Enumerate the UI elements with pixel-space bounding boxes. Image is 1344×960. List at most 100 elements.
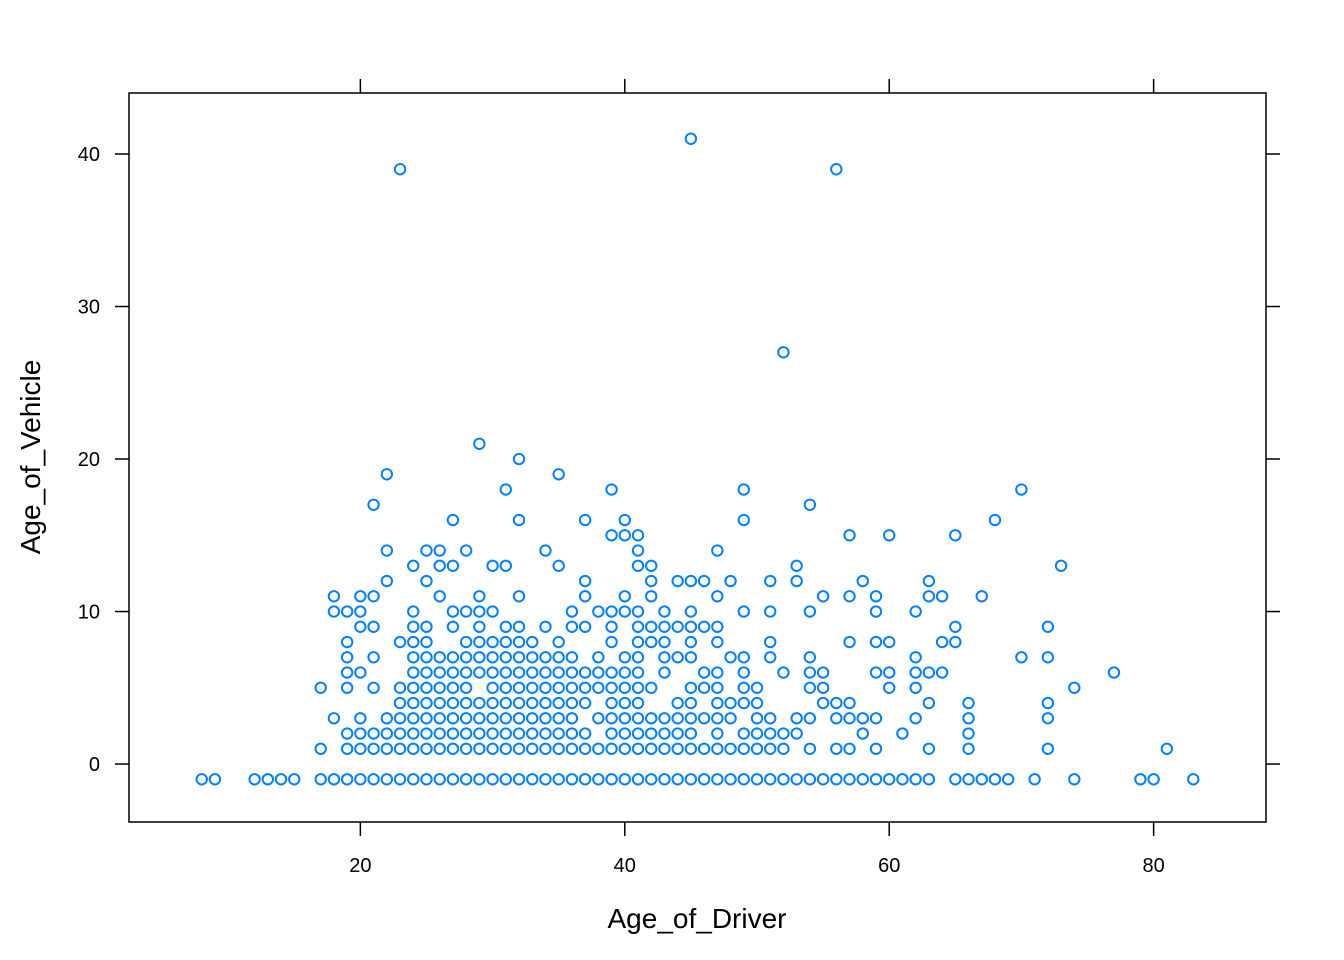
data-point [922, 742, 936, 755]
data-point [446, 559, 460, 572]
data-point [658, 773, 671, 786]
data-point [618, 605, 631, 618]
data-point [645, 773, 658, 786]
data-point [433, 773, 446, 786]
data-point [843, 590, 856, 603]
data-point [499, 620, 512, 633]
data-point [420, 681, 433, 694]
data-point [697, 574, 711, 588]
data-point [697, 666, 711, 679]
data-point [578, 773, 592, 786]
data-point [816, 773, 830, 786]
data-point [592, 651, 605, 664]
data-point [962, 696, 975, 710]
data-point [592, 605, 605, 618]
data-point [830, 742, 843, 755]
data-point [327, 605, 341, 618]
data-point [407, 773, 420, 786]
data-point [697, 712, 711, 725]
data-point [552, 727, 565, 740]
data-point [697, 773, 711, 786]
data-point [909, 605, 922, 618]
data-point [803, 681, 817, 694]
data-point [711, 620, 724, 633]
data-point [539, 696, 552, 710]
data-point [856, 773, 869, 786]
data-point [605, 742, 618, 755]
data-point [486, 666, 499, 679]
data-point [830, 773, 843, 786]
data-point [1041, 712, 1055, 725]
data-point [393, 773, 407, 786]
data-point [380, 544, 394, 557]
data-point [354, 712, 367, 725]
data-point [684, 132, 698, 145]
data-point [499, 773, 512, 786]
y-tick-label: 20 [78, 449, 100, 471]
y-tick-label: 0 [89, 754, 100, 776]
data-point [949, 635, 962, 649]
data-point [565, 742, 579, 755]
data-point [380, 742, 394, 755]
data-point [671, 712, 684, 725]
data-point [949, 529, 962, 542]
data-point [552, 773, 565, 786]
data-point [407, 712, 420, 725]
data-point [420, 773, 433, 786]
data-point [803, 651, 817, 664]
data-point [618, 666, 631, 679]
data-point [552, 681, 565, 694]
data-point [446, 696, 460, 710]
data-point [922, 590, 936, 603]
data-point [711, 696, 724, 710]
data-point [420, 696, 433, 710]
data-point [526, 666, 539, 679]
data-point [1041, 620, 1055, 633]
data-point [526, 727, 539, 740]
data-point [499, 727, 512, 740]
data-point [459, 544, 473, 557]
data-point [869, 590, 883, 603]
data-point [830, 696, 843, 710]
data-point [486, 651, 499, 664]
data-point [605, 483, 618, 496]
data-point [578, 620, 592, 633]
data-point [578, 727, 592, 740]
data-point [909, 681, 922, 694]
data-point [288, 773, 301, 786]
data-point [433, 651, 446, 664]
data-point [737, 605, 750, 618]
data-point [790, 727, 803, 740]
data-point [592, 773, 605, 786]
data-point [565, 712, 579, 725]
data-point [340, 651, 354, 664]
data-point [578, 666, 592, 679]
data-point [486, 559, 499, 572]
x-tick-label: 40 [614, 855, 636, 877]
data-point [539, 544, 552, 557]
data-point [777, 346, 790, 359]
data-point [737, 681, 750, 694]
data-point [777, 773, 790, 786]
data-point [671, 651, 684, 664]
x-tick-label: 20 [349, 855, 371, 877]
data-point [433, 666, 446, 679]
data-point [618, 529, 631, 542]
data-point [869, 773, 883, 786]
data-point [843, 529, 856, 542]
data-point [486, 742, 499, 755]
data-point [552, 666, 565, 679]
data-point [988, 773, 1002, 786]
data-point [684, 635, 698, 649]
data-point [367, 620, 380, 633]
data-point [578, 696, 592, 710]
data-point [645, 727, 658, 740]
data-point [578, 742, 592, 755]
data-point [459, 696, 473, 710]
data-point [896, 773, 909, 786]
data-point [816, 696, 830, 710]
data-point [645, 635, 658, 649]
data-point [711, 544, 724, 557]
data-point [420, 544, 433, 557]
data-point [512, 590, 526, 603]
